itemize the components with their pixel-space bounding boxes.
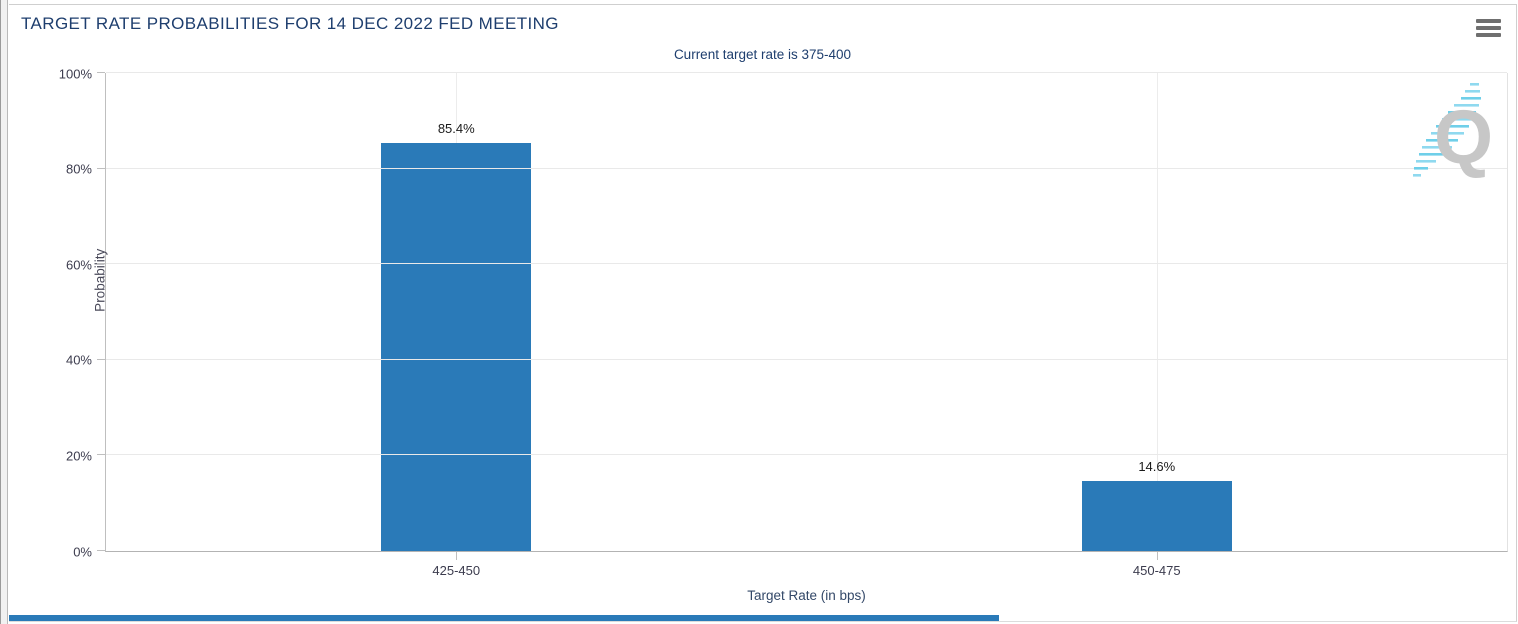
chart-title: TARGET RATE PROBABILITIES FOR 14 DEC 202… [21, 14, 559, 33]
y-axis-tick [97, 454, 105, 456]
x-axis-title: Target Rate (in bps) [747, 588, 866, 603]
gridline-horizontal [106, 454, 1507, 456]
hamburger-bar [1476, 33, 1501, 37]
gridline-horizontal [106, 72, 1507, 73]
y-axis-tick [97, 72, 105, 73]
gridline-vertical [1156, 73, 1158, 551]
y-axis-tick [97, 550, 105, 551]
y-tick-label: 20% [65, 448, 92, 464]
bar-group: 85.4% 425-450 [381, 73, 532, 578]
y-tick-label: 100% [58, 66, 92, 81]
hamburger-menu-icon[interactable] [1476, 19, 1502, 41]
bar-value-label: 85.4% [437, 120, 475, 136]
y-axis-title: Probability [92, 248, 108, 312]
bar-value-label: 14.6% [1138, 459, 1176, 475]
chart-subtitle: Current target rate is 375-400 [673, 47, 852, 62]
plot-area: Probability 85.4% 425-450 14.6% 450-475 … [59, 66, 1508, 603]
gridline-horizontal [106, 167, 1507, 169]
x-category-label: 425-450 [432, 563, 481, 578]
window-left-edge [0, 0, 8, 624]
probability-bar[interactable] [1081, 481, 1232, 551]
gridline-horizontal [106, 263, 1507, 265]
y-axis-tick [97, 167, 105, 169]
y-axis-tick [97, 263, 105, 265]
fedwatch-chart-panel: TARGET RATE PROBABILITIES FOR 14 DEC 202… [9, 4, 1517, 622]
x-category-label: 450-475 [1132, 563, 1181, 578]
y-tick-label: 60% [65, 257, 92, 273]
bar-group: 14.6% 450-475 [1081, 73, 1232, 578]
x-axis-tick [456, 552, 458, 560]
gridline-horizontal [106, 358, 1507, 360]
x-axis-tick [1156, 552, 1158, 560]
y-tick-label: 80% [65, 161, 92, 177]
y-tick-label: 40% [65, 352, 92, 368]
hamburger-bar [1476, 26, 1501, 30]
y-tick-label: 0% [73, 544, 92, 559]
hamburger-bar [1476, 19, 1501, 23]
page-footer-bar-partial [9, 615, 999, 621]
probability-bar[interactable] [381, 142, 532, 551]
y-axis-tick [97, 358, 105, 360]
